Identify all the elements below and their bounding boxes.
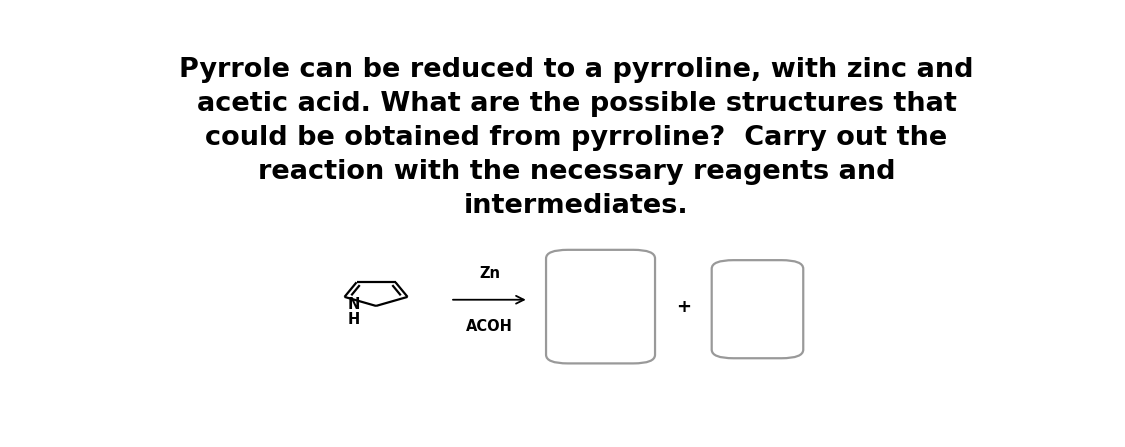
Text: +: + <box>676 298 691 316</box>
Text: Zn: Zn <box>479 266 500 281</box>
Text: ACOH: ACOH <box>466 319 513 333</box>
FancyBboxPatch shape <box>546 250 655 363</box>
Text: H: H <box>348 312 360 326</box>
Text: N: N <box>348 297 360 312</box>
Text: Pyrrole can be reduced to a pyrroline, with zinc and
acetic acid. What are the p: Pyrrole can be reduced to a pyrroline, w… <box>179 57 974 219</box>
FancyBboxPatch shape <box>712 260 803 358</box>
